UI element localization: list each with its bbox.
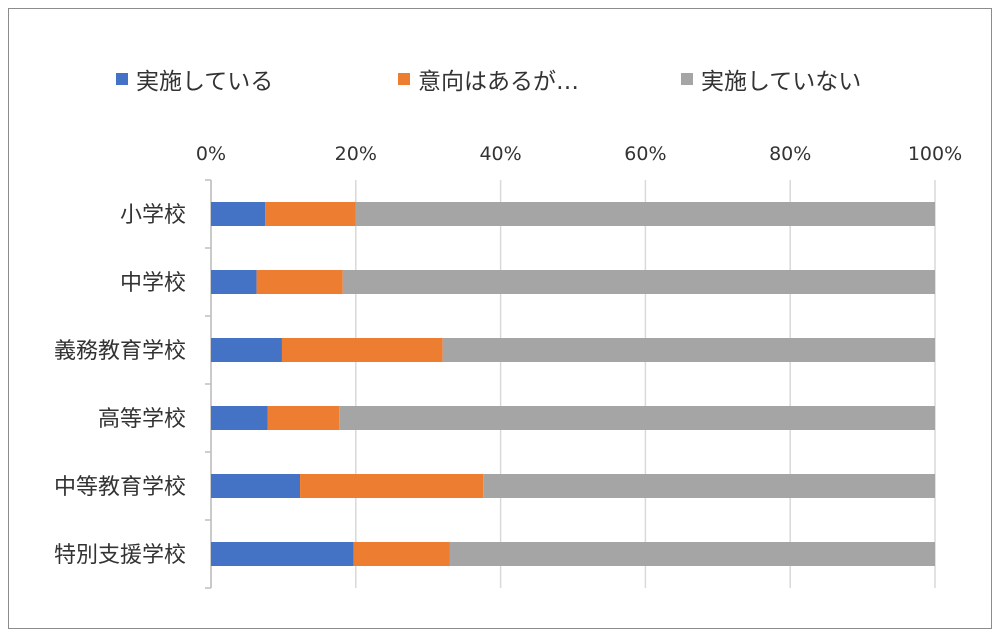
x-tick-label-0: 0% bbox=[196, 143, 226, 165]
category-label-2: 義務教育学校 bbox=[54, 339, 186, 364]
bar-2-series-0 bbox=[211, 338, 282, 362]
legend-swatch-implemented bbox=[116, 73, 128, 85]
bar-0-series-2 bbox=[355, 202, 935, 226]
bar-5-series-2 bbox=[449, 542, 935, 566]
bar-3-series-2 bbox=[339, 406, 935, 430]
category-label-0: 小学校 bbox=[120, 203, 186, 228]
legend-item-implemented: 実施している bbox=[116, 62, 273, 96]
bar-5-series-0 bbox=[211, 542, 354, 566]
category-label-5: 特別支援学校 bbox=[54, 543, 186, 568]
bar-4-series-2 bbox=[483, 474, 935, 498]
bar-4-series-0 bbox=[211, 474, 301, 498]
bar-0-series-1 bbox=[265, 202, 356, 226]
bar-3-series-0 bbox=[211, 406, 268, 430]
legend-label-implemented: 実施している bbox=[136, 69, 274, 95]
legend-swatch-intended bbox=[398, 73, 410, 85]
bar-1-series-0 bbox=[211, 270, 257, 294]
legend-item-intended: 意向はあるが… bbox=[398, 62, 579, 96]
bar-1-series-2 bbox=[342, 270, 935, 294]
bar-5-series-1 bbox=[353, 542, 450, 566]
x-tick-label-2: 40% bbox=[479, 143, 521, 165]
bar-1-series-1 bbox=[256, 270, 343, 294]
x-tick-label-4: 80% bbox=[769, 143, 811, 165]
x-tick-label-1: 20% bbox=[335, 143, 377, 165]
bar-0-series-0 bbox=[211, 202, 266, 226]
x-tick-label-5: 100% bbox=[908, 143, 962, 165]
legend-item-not-implemented: 実施していない bbox=[681, 62, 861, 96]
legend-label-intended: 意向はあるが… bbox=[418, 69, 579, 95]
legend-swatch-not-implemented bbox=[681, 73, 693, 85]
category-label-1: 中学校 bbox=[120, 271, 186, 296]
bar-4-series-1 bbox=[300, 474, 484, 498]
bar-3-series-1 bbox=[267, 406, 340, 430]
category-label-4: 中等教育学校 bbox=[54, 475, 186, 500]
bar-2-series-2 bbox=[442, 338, 935, 362]
legend: 実施している 意向はあるが… 実施していない bbox=[0, 62, 1000, 96]
category-label-3: 高等学校 bbox=[98, 407, 186, 432]
bar-2-series-1 bbox=[281, 338, 443, 362]
x-tick-label-3: 60% bbox=[624, 143, 666, 165]
legend-label-not-implemented: 実施していない bbox=[701, 69, 862, 95]
